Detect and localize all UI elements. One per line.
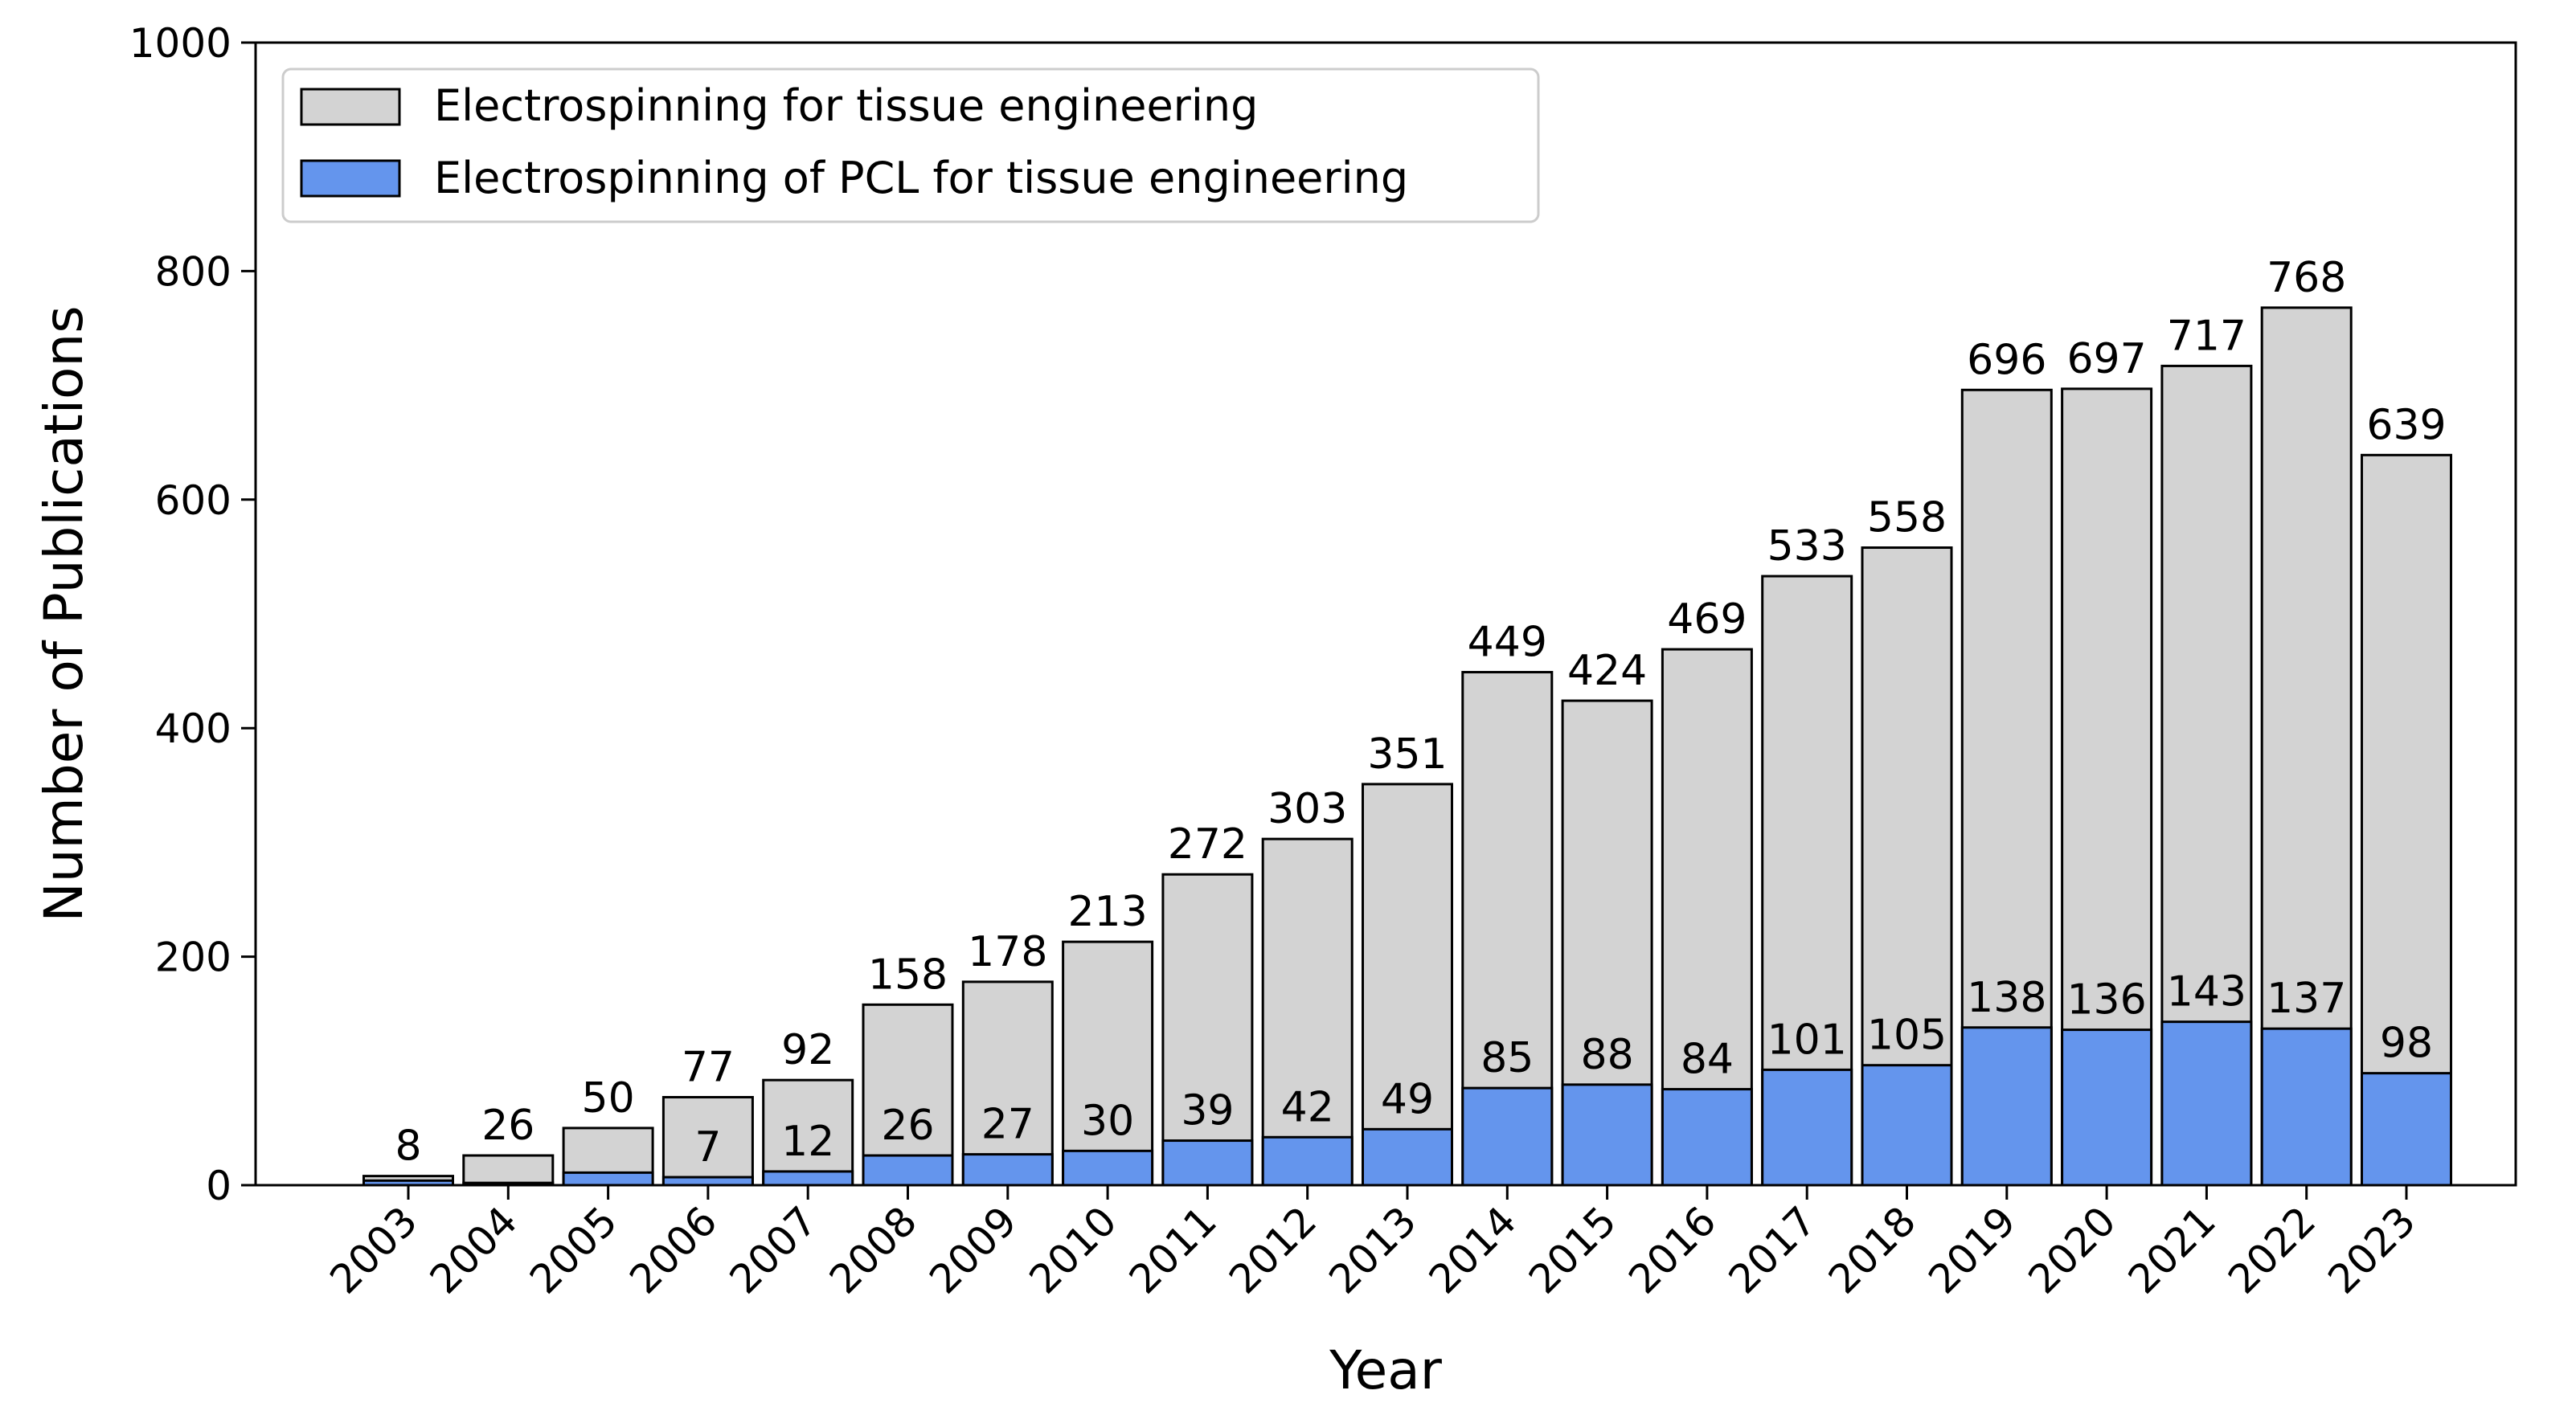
bar-pcl-2009 <box>961 1153 1054 1187</box>
data-label-all-2016: 469 <box>1667 595 1747 644</box>
data-label-pcl-2016: 84 <box>1681 1036 1734 1084</box>
data-label-all-2014: 449 <box>1468 619 1547 667</box>
bar-pcl-2011 <box>1161 1139 1254 1187</box>
data-label-all-2010: 213 <box>1067 888 1147 936</box>
data-label-all-2023: 639 <box>2366 401 2446 449</box>
bar-all-2011 <box>1161 873 1254 1187</box>
data-label-all-2019: 696 <box>1967 336 2046 384</box>
x-axis-title: Year <box>1329 1339 1443 1401</box>
data-label-all-2005: 50 <box>582 1074 635 1123</box>
data-label-pcl-2007: 12 <box>781 1118 834 1166</box>
data-label-pcl-2021: 143 <box>2167 968 2246 1016</box>
bar-all-2013 <box>1362 783 1453 1187</box>
bar-pcl-2022 <box>2260 1027 2353 1187</box>
data-label-all-2013: 351 <box>1367 730 1447 779</box>
y-tick-label-1000: 1000 <box>129 20 231 67</box>
bar-all-2010 <box>1062 940 1154 1187</box>
data-label-pcl-2013: 49 <box>1381 1075 1434 1123</box>
data-label-pcl-2010: 30 <box>1081 1097 1134 1145</box>
data-label-pcl-2022: 137 <box>2267 975 2346 1023</box>
data-label-pcl-2014: 85 <box>1480 1034 1534 1082</box>
bar-pcl-2020 <box>2061 1028 2153 1187</box>
bar-pcl-2005 <box>562 1171 654 1187</box>
legend: Electrospinning for tissue engineering E… <box>281 67 1540 223</box>
bar-all-2012 <box>1261 837 1354 1187</box>
data-label-all-2004: 26 <box>481 1102 534 1150</box>
bar-all-2023 <box>2361 453 2452 1187</box>
y-axis-ticks: 0 200 400 600 800 1000 <box>129 20 256 1209</box>
data-label-pcl-2020: 136 <box>2066 976 2146 1024</box>
bar-pcl-2021 <box>2160 1020 2253 1187</box>
bars-layer <box>362 306 2452 1187</box>
legend-frame <box>281 67 1540 223</box>
legend-label-all: Electrospinning for tissue engineering <box>434 80 1258 131</box>
data-label-all-2017: 533 <box>1767 522 1847 570</box>
data-label-pcl-2019: 138 <box>1967 974 2046 1022</box>
data-label-all-2008: 158 <box>868 951 948 999</box>
data-label-pcl-2017: 101 <box>1767 1016 1847 1064</box>
bar-pcl-2014 <box>1461 1086 1554 1187</box>
data-label-pcl-2011: 39 <box>1181 1087 1234 1135</box>
bar-pcl-2008 <box>862 1154 954 1187</box>
bar-pcl-2023 <box>2361 1072 2452 1187</box>
data-label-pcl-2015: 88 <box>1581 1031 1634 1079</box>
data-label-all-2006: 77 <box>682 1044 735 1092</box>
legend-label-pcl: Electrospinning of PCL for tissue engine… <box>434 153 1408 203</box>
data-label-pcl-2023: 98 <box>2380 1020 2433 1068</box>
data-label-all-2009: 178 <box>968 928 1047 976</box>
data-labels-layer: 8 26 50 77 92 158 178 213 272 303 351 449 424 469 533 5… <box>395 254 2446 1172</box>
legend-swatch-all <box>300 88 401 126</box>
bar-pcl-2010 <box>1062 1149 1154 1187</box>
bar-pcl-2012 <box>1261 1135 1354 1187</box>
data-label-pcl-2009: 27 <box>981 1101 1034 1149</box>
data-label-all-2021: 717 <box>2167 312 2246 360</box>
bar-all-2004 <box>462 1154 555 1187</box>
y-tick-label-200: 200 <box>155 934 231 981</box>
y-tick-label-0: 0 <box>206 1163 231 1209</box>
bar-pcl-2017 <box>1761 1068 1853 1187</box>
bar-pcl-2007 <box>762 1170 854 1187</box>
data-label-all-2018: 558 <box>1867 494 1947 542</box>
data-label-all-2003: 8 <box>395 1123 421 1171</box>
data-label-pcl-2018: 105 <box>1867 1012 1947 1060</box>
y-axis-title: Number of Publications <box>33 305 95 922</box>
legend-swatch-pcl <box>300 159 401 198</box>
y-tick-label-400: 400 <box>155 705 231 752</box>
plot-frame <box>254 41 2517 1187</box>
data-label-pcl-2008: 26 <box>881 1102 934 1150</box>
data-label-pcl-2006: 7 <box>694 1123 721 1172</box>
data-label-all-2020: 697 <box>2066 335 2146 383</box>
data-label-all-2011: 272 <box>1168 820 1247 869</box>
data-label-all-2012: 303 <box>1268 785 1347 833</box>
data-label-pcl-2012: 42 <box>1281 1083 1334 1131</box>
data-label-all-2022: 768 <box>2267 254 2346 302</box>
y-tick-label-800: 800 <box>155 248 231 295</box>
bar-pcl-2013 <box>1362 1127 1453 1187</box>
bar-pcl-2015 <box>1561 1083 1653 1187</box>
bar-pcl-2018 <box>1861 1064 1953 1187</box>
data-label-all-2007: 92 <box>781 1026 834 1074</box>
bar-pcl-2019 <box>1960 1026 2053 1187</box>
y-tick-label-600: 600 <box>155 477 231 524</box>
data-label-all-2015: 424 <box>1567 647 1647 695</box>
bar-pcl-2016 <box>1661 1088 1753 1187</box>
